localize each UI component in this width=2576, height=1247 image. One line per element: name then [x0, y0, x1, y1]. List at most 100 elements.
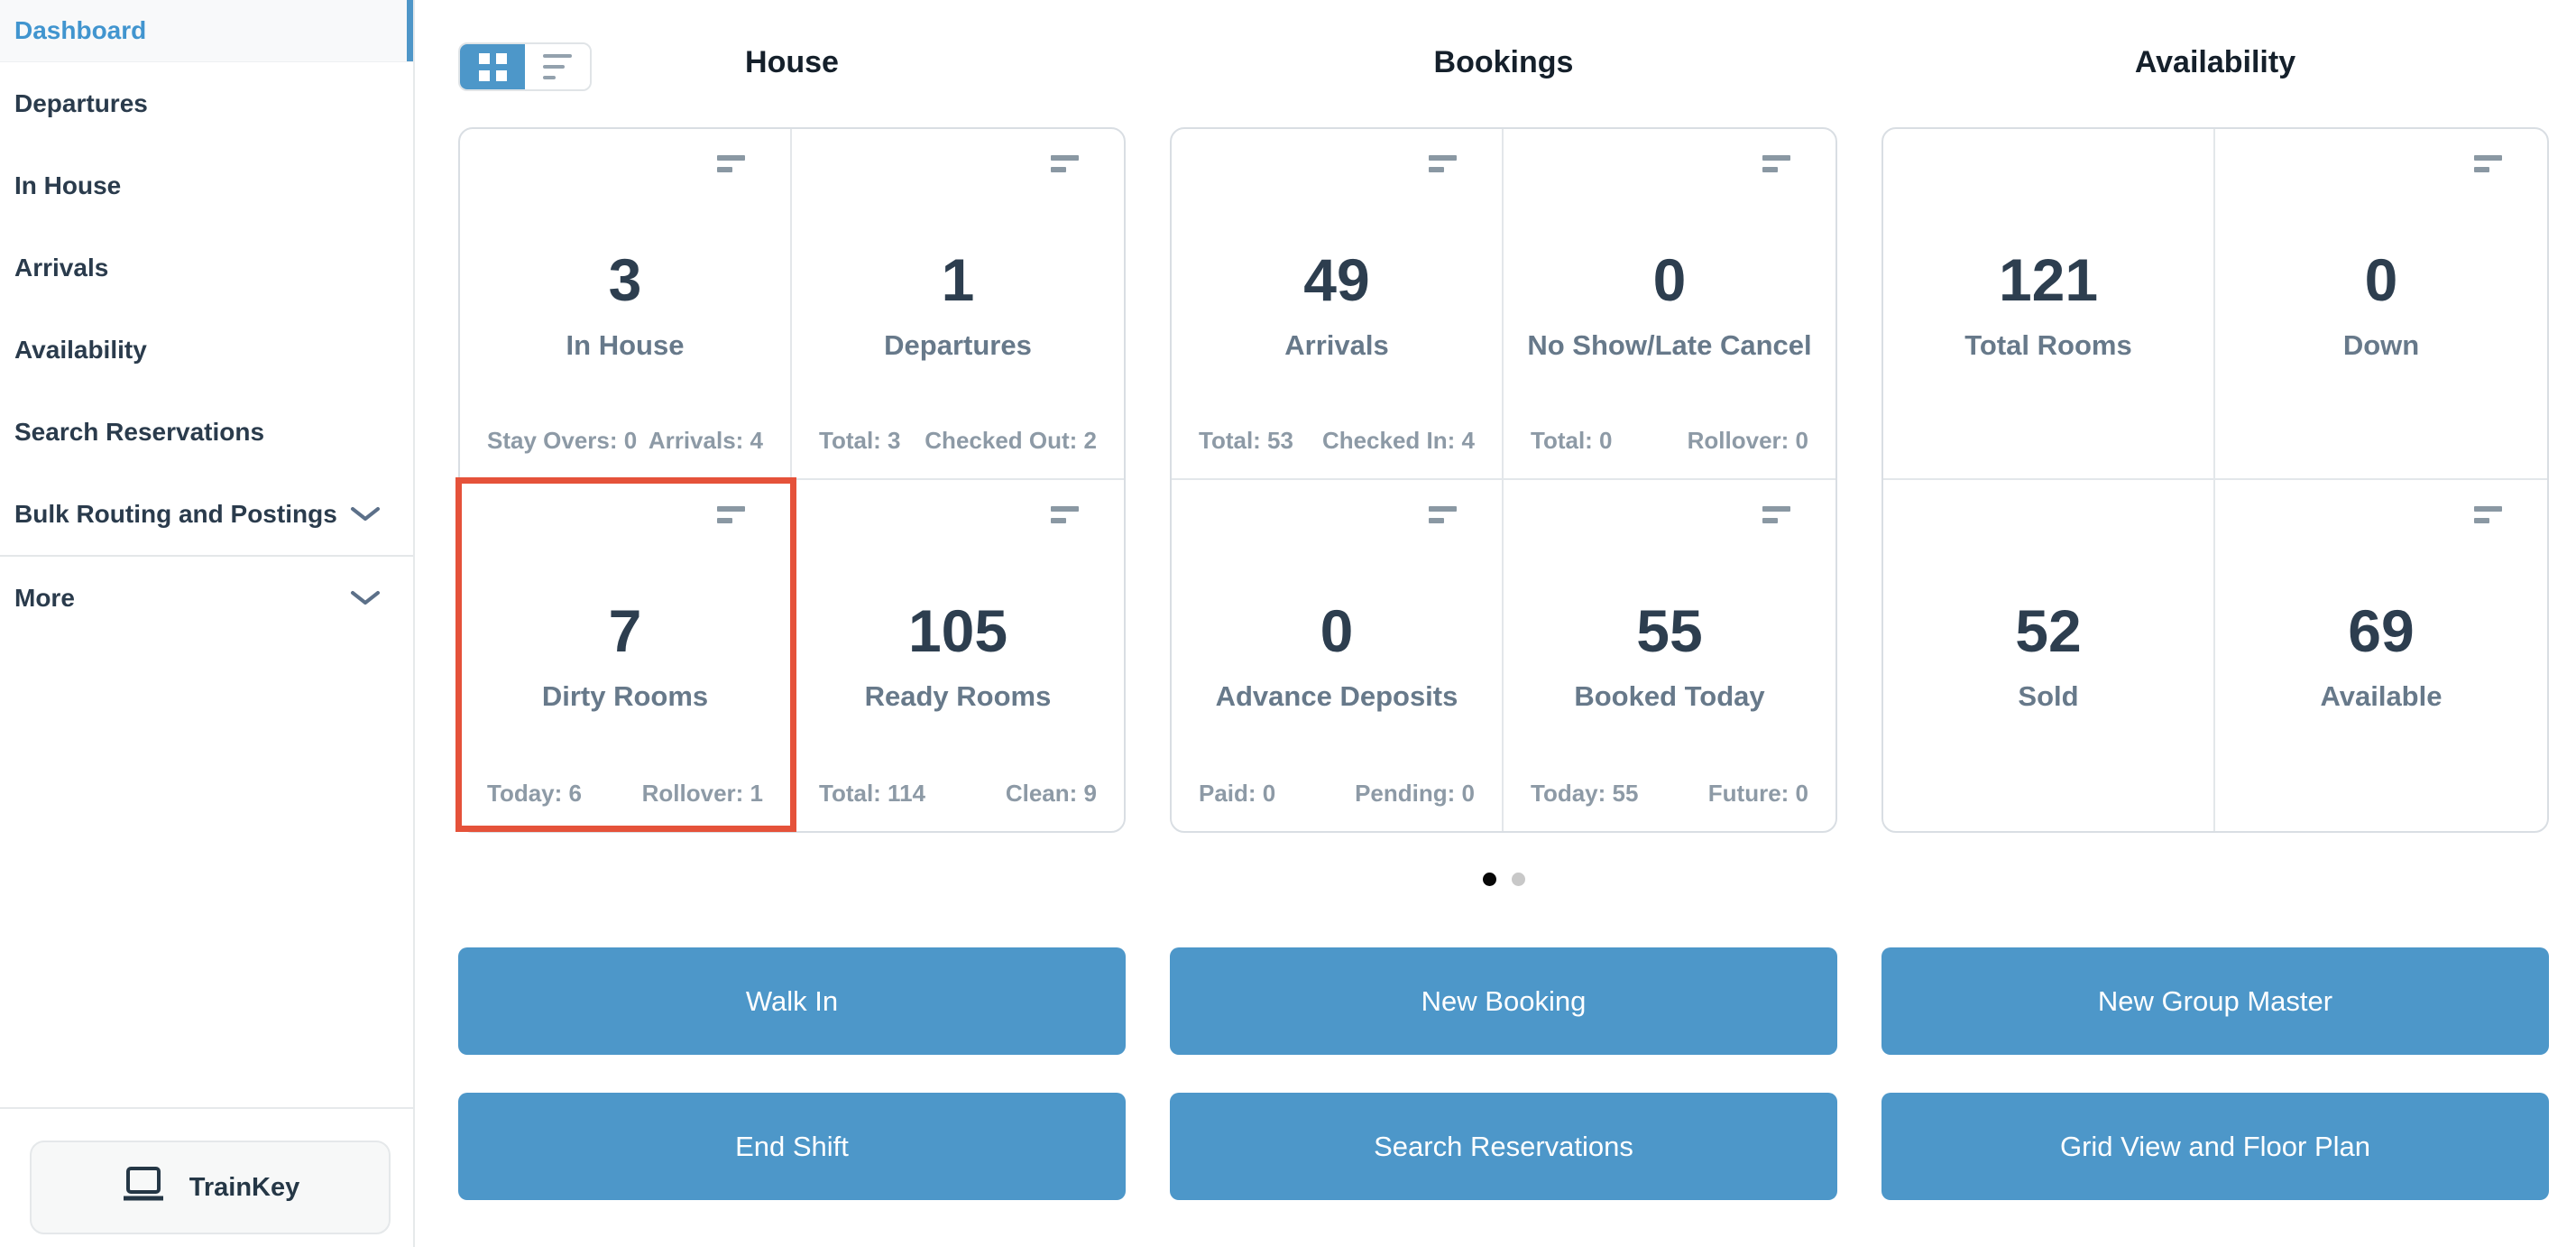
grid-view-and-floor-plan-button[interactable]: Grid View and Floor Plan: [1881, 1093, 2549, 1200]
card-down[interactable]: 0 Down: [2215, 129, 2547, 480]
card-menu-icon[interactable]: [717, 155, 745, 172]
chevron-down-icon: [350, 590, 381, 606]
card-value: 121: [1998, 246, 2099, 313]
card-stat-right: Rollover: 1: [641, 780, 763, 807]
column-title-availability: Availability: [2134, 45, 2296, 79]
group-availability: 121 Total Rooms 0 Down 52 Sold 69 Availa…: [1881, 127, 2549, 833]
card-value: 3: [608, 246, 642, 313]
carousel-dot-2[interactable]: [1511, 873, 1525, 886]
card-stat-left: Today: 55: [1531, 780, 1639, 807]
card-stats: Total: 114 Clean: 9: [819, 780, 1097, 808]
card-stat-left: Today: 6: [487, 780, 582, 807]
card-sold[interactable]: 52 Sold: [1883, 480, 2215, 831]
card-available[interactable]: 69 Available: [2215, 480, 2547, 831]
card-stat-right: Checked Out: 2: [925, 427, 1097, 454]
card-dirty-rooms[interactable]: 7 Dirty Rooms Today: 6 Rollover: 1: [460, 480, 792, 831]
sidebar-item-bulk-routing-and-postings[interactable]: Bulk Routing and Postings: [0, 473, 413, 555]
card-menu-icon[interactable]: [1762, 155, 1790, 172]
sidebar-item-label: Bulk Routing and Postings: [14, 499, 337, 528]
trainkey-label: TrainKey: [189, 1172, 300, 1202]
card-ready-rooms[interactable]: 105 Ready Rooms Total: 114 Clean: 9: [792, 480, 1124, 831]
walk-in-button[interactable]: Walk In: [458, 947, 1126, 1055]
card-total-rooms[interactable]: 121 Total Rooms: [1883, 129, 2215, 480]
card-label: Departures: [884, 329, 1032, 361]
card-value: 0: [1320, 597, 1354, 664]
sidebar-item-label: Search Reservations: [14, 417, 265, 446]
card-menu-icon[interactable]: [2474, 155, 2502, 172]
sidebar-item-departures[interactable]: Departures: [0, 62, 413, 144]
group-house: 3 In House Stay Overs: 0 Arrivals: 4 1 D…: [455, 127, 1126, 833]
card-arrivals[interactable]: 49 Arrivals Total: 53 Checked In: 4: [1172, 129, 1504, 480]
card-label: Advance Deposits: [1215, 680, 1458, 712]
end-shift-button[interactable]: End Shift: [458, 1093, 1126, 1200]
card-stat-left: Stay Overs: 0: [487, 427, 638, 454]
sidebar: Dashboard Departures In House Arrivals A…: [0, 0, 415, 1247]
group-bookings: 49 Arrivals Total: 53 Checked In: 4 0 No…: [1170, 127, 1837, 833]
card-value: 0: [2364, 246, 2398, 313]
card-booked-today[interactable]: 55 Booked Today Today: 55 Future: 0: [1504, 480, 1835, 831]
stat-card-groups: 3 In House Stay Overs: 0 Arrivals: 4 1 D…: [455, 127, 2576, 833]
card-menu-icon[interactable]: [1051, 506, 1079, 523]
card-stat-right: Rollover: 0: [1687, 427, 1808, 454]
sidebar-item-search-reservations[interactable]: Search Reservations: [0, 391, 413, 473]
dashboard-main: House Bookings Availability 3 In House S…: [415, 0, 2576, 1247]
grid-view-button[interactable]: [460, 44, 525, 89]
card-departures[interactable]: 1 Departures Total: 3 Checked Out: 2: [792, 129, 1124, 480]
trainkey-button[interactable]: TrainKey: [30, 1141, 391, 1234]
card-label: Total Rooms: [1964, 329, 2132, 361]
sidebar-item-more[interactable]: More: [0, 557, 413, 639]
card-label: In House: [566, 329, 685, 361]
card-menu-icon[interactable]: [1429, 506, 1457, 523]
card-stat-left: Total: 0: [1531, 427, 1613, 454]
card-stat-right: Future: 0: [1707, 780, 1808, 807]
card-stats: Today: 6 Rollover: 1: [487, 780, 763, 808]
sidebar-footer-divider: [0, 1107, 413, 1109]
card-stats: Paid: 0 Pending: 0: [1199, 780, 1475, 808]
sidebar-item-label: Arrivals: [14, 253, 109, 282]
chevron-down-icon: [350, 506, 381, 522]
card-value: 69: [2348, 597, 2415, 664]
card-label: Arrivals: [1284, 329, 1389, 361]
card-stat-right: Checked In: 4: [1321, 427, 1475, 454]
sidebar-item-label: Departures: [14, 88, 148, 117]
laptop-icon: [121, 1165, 166, 1210]
card-menu-icon[interactable]: [2474, 506, 2502, 523]
card-value: 0: [1652, 246, 1687, 313]
card-stats: Total: 3 Checked Out: 2: [819, 427, 1097, 455]
sidebar-item-dashboard[interactable]: Dashboard: [0, 0, 413, 62]
card-stats: Stay Overs: 0 Arrivals: 4: [487, 427, 763, 455]
column-title-bookings: Bookings: [1433, 45, 1574, 79]
card-value: 1: [941, 246, 975, 313]
card-label: Sold: [2018, 680, 2079, 712]
list-view-button[interactable]: [525, 44, 590, 89]
list-view-icon: [543, 54, 572, 79]
sidebar-item-in-house[interactable]: In House: [0, 144, 413, 226]
card-value: 49: [1303, 246, 1370, 313]
sidebar-divider: [0, 555, 413, 557]
card-value: 7: [608, 597, 642, 664]
carousel-dot-1[interactable]: [1482, 873, 1496, 886]
card-menu-icon[interactable]: [1429, 155, 1457, 172]
card-advance-deposits[interactable]: 0 Advance Deposits Paid: 0 Pending: 0: [1172, 480, 1504, 831]
card-menu-icon[interactable]: [1762, 506, 1790, 523]
new-group-master-button[interactable]: New Group Master: [1881, 947, 2549, 1055]
column-title-house: House: [745, 45, 839, 79]
search-reservations-button[interactable]: Search Reservations: [1170, 1093, 1837, 1200]
card-label: Available: [2320, 680, 2443, 712]
sidebar-footer: TrainKey: [0, 1107, 413, 1247]
quick-actions: Walk In New Booking New Group Master End…: [458, 947, 2549, 1200]
card-menu-icon[interactable]: [717, 506, 745, 523]
sidebar-item-availability[interactable]: Availability: [0, 309, 413, 391]
card-menu-icon[interactable]: [1051, 155, 1079, 172]
card-label: Dirty Rooms: [541, 680, 709, 712]
sidebar-item-arrivals[interactable]: Arrivals: [0, 226, 413, 309]
card-label: Booked Today: [1574, 680, 1765, 712]
card-in-house[interactable]: 3 In House Stay Overs: 0 Arrivals: 4: [460, 129, 792, 480]
new-booking-button[interactable]: New Booking: [1170, 947, 1837, 1055]
card-no-show-late-cancel[interactable]: 0 No Show/Late Cancel Total: 0 Rollover:…: [1504, 129, 1835, 480]
card-stat-left: Total: 53: [1199, 427, 1293, 454]
card-stats: Total: 53 Checked In: 4: [1199, 427, 1475, 455]
column-titles: House Bookings Availability: [458, 0, 2576, 81]
grid-view-icon: [478, 52, 507, 81]
card-stat-left: Paid: 0: [1199, 780, 1276, 807]
